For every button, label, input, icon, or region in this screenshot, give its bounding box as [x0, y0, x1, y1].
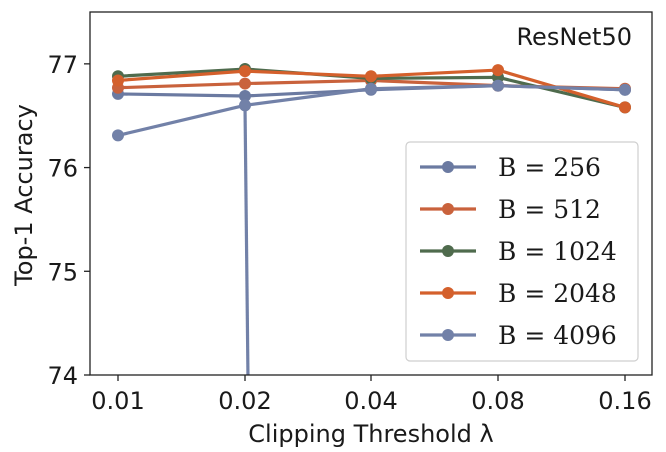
legend-marker-1	[442, 161, 454, 173]
plot-area	[112, 63, 631, 375]
legend-marker-3	[442, 245, 454, 257]
series-4-point-4	[492, 64, 504, 77]
y-tick-label-74: 74	[47, 362, 78, 390]
x-tick-label-4: 0.08	[471, 387, 524, 415]
series-2-point-2	[239, 77, 251, 90]
y-tick-label-75: 75	[47, 258, 78, 286]
series-drop-line-5	[243, 105, 250, 375]
axes: 74 75 76 77 0.01 0.02 0.04 0.08 0.16	[47, 11, 653, 415]
series-5-point-2	[239, 99, 251, 112]
x-axis-label: Clipping Threshold λ	[248, 420, 493, 448]
series-4-point-3	[365, 70, 377, 83]
legend-label-5: B = 4096	[498, 321, 617, 350]
chart-annotation: ResNet50	[516, 23, 632, 51]
series-5-point-1	[112, 129, 124, 142]
x-tick-label-5: 0.16	[598, 387, 651, 415]
legend-box	[405, 141, 639, 362]
legend: B = 256 B = 512 B = 1024 B = 2048 B = 4096	[405, 141, 639, 362]
series-5-point-3	[365, 82, 377, 95]
series-5-point-4	[492, 79, 504, 92]
y-tick-label-77: 77	[47, 51, 78, 79]
legend-label-2: B = 512	[498, 195, 601, 224]
series-5-point-5	[619, 83, 631, 96]
series-4-point-5	[619, 101, 631, 114]
y-axis-label: Top-1 Accuracy	[10, 104, 38, 287]
legend-marker-2	[442, 203, 454, 215]
series-1-point-2	[239, 90, 251, 103]
legend-marker-4	[442, 287, 454, 299]
series-4-point-1	[112, 74, 124, 87]
series-group	[112, 63, 631, 375]
legend-label-3: B = 1024	[498, 237, 617, 266]
x-tick-label-3: 0.04	[344, 387, 397, 415]
x-tick-label-2: 0.02	[218, 387, 271, 415]
y-tick-label-76: 76	[47, 155, 78, 183]
legend-marker-5	[442, 329, 454, 341]
legend-label-1: B = 256	[498, 153, 601, 182]
x-tick-label-1: 0.01	[91, 387, 144, 415]
series-4-point-2	[239, 65, 251, 78]
legend-label-4: B = 2048	[498, 279, 617, 308]
